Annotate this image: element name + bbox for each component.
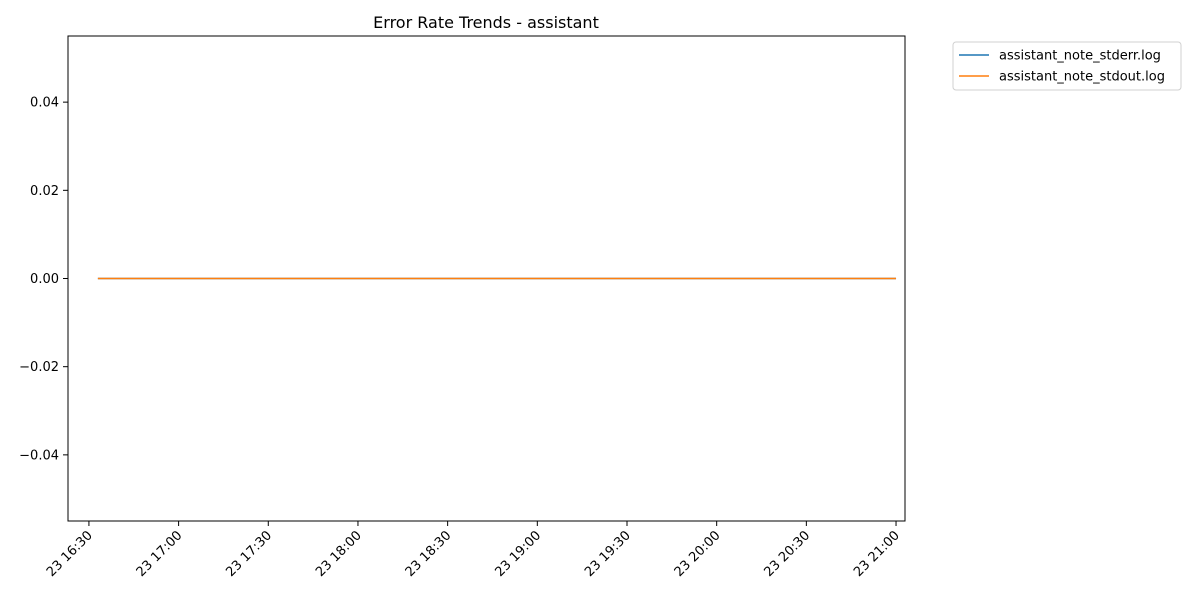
x-tick-label: 23 17:00 (134, 528, 186, 580)
legend-label: assistant_note_stdout.log (999, 70, 1165, 85)
y-tick-label: −0.02 (19, 360, 59, 375)
x-tick-label: 23 20:30 (761, 528, 813, 580)
x-tick-label: 23 16:30 (44, 528, 96, 580)
legend: assistant_note_stderr.log assistant_note_… (952, 41, 1182, 91)
x-tick-label: 23 21:00 (851, 528, 903, 580)
legend-label: assistant_note_stderr.log (999, 49, 1161, 64)
x-tick-label: 23 20:00 (672, 528, 724, 580)
y-tick-label: −0.04 (19, 448, 59, 463)
y-axis: 0.04 0.02 0.00 −0.02 −0.04 (19, 96, 68, 463)
x-tick-label: 23 18:00 (313, 528, 365, 580)
legend-frame (952, 41, 1182, 91)
chart-title: Error Rate Trends - assistant (373, 13, 599, 32)
x-tick-label: 23 19:00 (492, 528, 544, 580)
x-tick-label: 23 17:30 (223, 528, 275, 580)
x-tick-label: 23 19:30 (582, 528, 634, 580)
y-tick-label: 0.04 (30, 96, 59, 111)
x-axis: 23 16:30 23 17:00 23 17:30 23 18:00 23 18:30… (44, 521, 903, 580)
y-tick-label: 0.00 (30, 272, 59, 287)
y-tick-label: 0.02 (30, 184, 59, 199)
x-tick-label: 23 18:30 (403, 528, 455, 580)
